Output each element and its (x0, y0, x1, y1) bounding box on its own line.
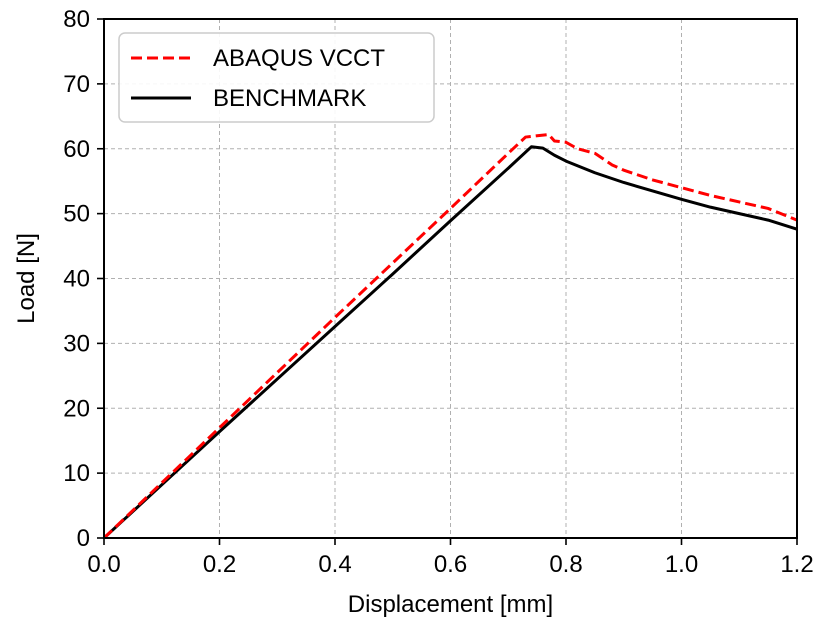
y-tick-label: 20 (63, 395, 90, 422)
x-tick-label: 1.2 (780, 551, 813, 578)
legend-box (118, 32, 435, 123)
legend: ABAQUS VCCT BENCHMARK (118, 32, 435, 123)
series-line-benchmark (102, 145, 798, 540)
series-layer (102, 132, 798, 540)
y-tick-label: 70 (63, 71, 90, 98)
x-tick-label: 0.2 (203, 551, 236, 578)
legend-label-benchmark: BENCHMARK (213, 85, 366, 112)
x-tick-label: 0.8 (549, 551, 582, 578)
y-tick-label: 80 (63, 6, 90, 33)
y-tick-label: 0 (77, 525, 90, 552)
x-tick-label: 0.0 (87, 551, 120, 578)
legend-label-abaqus-vcct: ABAQUS VCCT (213, 45, 385, 72)
y-tick-label: 30 (63, 330, 90, 357)
x-tick-label: 0.4 (318, 551, 351, 578)
tick-layer: 0.0 0.2 0.4 0.6 0.8 1.0 1.2 0 10 20 30 40 50 60 70 80 (63, 6, 813, 578)
y-axis-label: Load [N] (13, 233, 40, 324)
y-tick-label: 60 (63, 136, 90, 163)
y-tick-label: 10 (63, 460, 90, 487)
x-tick-label: 1.0 (665, 551, 698, 578)
series-line-abaqus-vcct (102, 132, 798, 540)
y-tick-label: 40 (63, 266, 90, 293)
x-axis-label: Displacement [mm] (348, 591, 553, 618)
y-tick-label: 50 (63, 201, 90, 228)
x-tick-label: 0.6 (434, 551, 467, 578)
